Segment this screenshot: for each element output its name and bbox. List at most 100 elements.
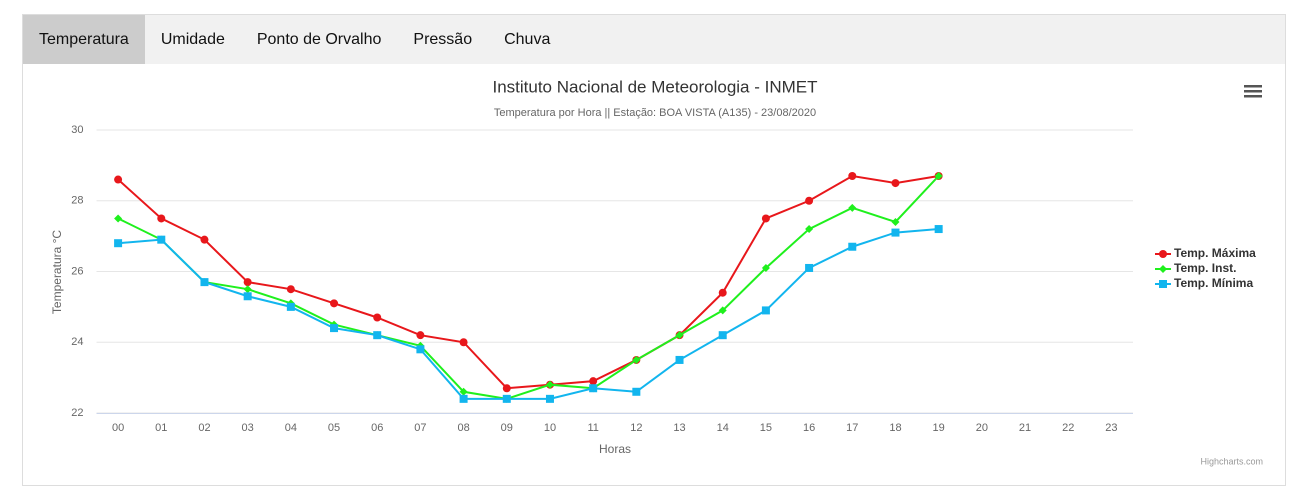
point: [114, 175, 123, 184]
point: [718, 331, 727, 340]
point: [502, 394, 511, 403]
tab[interactable]: Pressão: [413, 31, 473, 48]
x-tick-label: 06: [371, 422, 383, 434]
x-tick-label: 23: [1105, 422, 1117, 434]
point: [416, 345, 425, 354]
point: [632, 355, 641, 364]
point: [761, 263, 770, 272]
tab[interactable]: Umidade: [160, 31, 225, 48]
point: [157, 235, 166, 244]
point: [891, 217, 900, 226]
point: [934, 171, 943, 180]
y-tick-label: 22: [71, 407, 83, 419]
point: [459, 387, 468, 396]
point: [848, 171, 857, 180]
x-tick-label: 03: [242, 422, 254, 434]
x-tick-label: 05: [328, 422, 340, 434]
point: [545, 394, 554, 403]
legend-label: Temp. Inst.: [1174, 261, 1236, 275]
point: [243, 285, 252, 294]
x-tick-label: 15: [760, 422, 772, 434]
point: [848, 242, 857, 251]
point: [805, 225, 814, 234]
x-tick-label: 02: [198, 422, 210, 434]
point: [761, 306, 770, 315]
point: [632, 387, 641, 396]
y-tick-label: 26: [71, 265, 83, 277]
tab[interactable]: Ponto de Orvalho: [256, 31, 382, 48]
x-tick-label: 14: [717, 422, 729, 434]
menu-button[interactable]: [1244, 85, 1262, 98]
point: [243, 292, 252, 301]
point: [718, 306, 727, 315]
x-tick-label: 00: [112, 422, 124, 434]
point: [200, 278, 209, 287]
point: [589, 384, 598, 393]
x-tick-label: 01: [155, 422, 167, 434]
credit[interactable]: Highcharts.com: [1200, 456, 1263, 466]
chart-subtitle: Temperatura por Hora || Estação: BOA VIS…: [494, 107, 816, 119]
point: [805, 196, 814, 205]
x-tick-label: 07: [414, 422, 426, 434]
x-tick-label: 13: [673, 422, 685, 434]
point: [330, 299, 339, 308]
y-tick-label: 28: [71, 195, 83, 207]
series-line: [118, 228, 939, 400]
point: [545, 380, 554, 389]
point: [243, 278, 252, 287]
x-tick-label: 16: [803, 422, 815, 434]
legend-label: Temp. Máxima: [1174, 246, 1256, 260]
y-axis-label: Temperatura °C: [50, 230, 64, 314]
x-axis-label: Horas: [599, 442, 631, 456]
point: [373, 313, 382, 322]
x-tick-label: 04: [285, 422, 297, 434]
point: [416, 331, 425, 340]
chart-title: Instituto Nacional de Meteorologia - INM…: [492, 77, 817, 96]
point: [805, 263, 814, 272]
point: [891, 179, 900, 188]
legend-item[interactable]: Temp. Inst.: [1155, 261, 1236, 275]
x-tick-label: 12: [630, 422, 642, 434]
x-tick-label: 08: [457, 422, 469, 434]
panel: Temperatura Umidade Ponto de Orvalho Pressã…: [22, 14, 1286, 486]
point: [459, 338, 468, 347]
x-tick-label: 20: [976, 422, 988, 434]
y-tick-label: 24: [71, 336, 83, 348]
point: [200, 235, 209, 244]
menu-bar: [1244, 85, 1262, 88]
point: [330, 324, 339, 333]
series-line: [117, 174, 939, 390]
point: [1159, 265, 1167, 273]
point: [459, 394, 468, 403]
x-tick-label: 09: [501, 422, 513, 434]
point: [761, 214, 770, 223]
point: [848, 203, 857, 212]
point: [718, 288, 727, 297]
x-tick-label: 18: [889, 422, 901, 434]
point: [934, 225, 943, 234]
tab-bar: Temperatura Umidade Ponto de Orvalho Pressã…: [23, 15, 1285, 64]
point: [675, 331, 684, 340]
x-tick-label: 11: [587, 422, 598, 434]
point: [114, 239, 123, 248]
x-tick-label: 19: [933, 422, 945, 434]
legend-item[interactable]: Temp. Mínima: [1155, 276, 1253, 290]
point: [373, 331, 382, 340]
x-tick-label: 21: [1019, 422, 1031, 434]
point: [286, 285, 295, 294]
point: [1159, 280, 1167, 288]
point: [589, 377, 598, 386]
point: [114, 214, 123, 223]
chart: Instituto Nacional de Meteorologia - INM…: [50, 77, 1263, 466]
menu-bar: [1244, 95, 1262, 98]
point: [502, 384, 511, 393]
x-tick-label: 17: [846, 422, 858, 434]
tab[interactable]: Chuva: [504, 31, 551, 48]
point: [891, 228, 900, 237]
legend-item[interactable]: Temp. Máxima: [1155, 246, 1256, 260]
menu-bar: [1244, 90, 1262, 93]
x-tick-label: 22: [1062, 422, 1074, 434]
point: [157, 214, 166, 223]
tab[interactable]: Temperatura: [23, 15, 145, 64]
series-line: [117, 175, 940, 400]
